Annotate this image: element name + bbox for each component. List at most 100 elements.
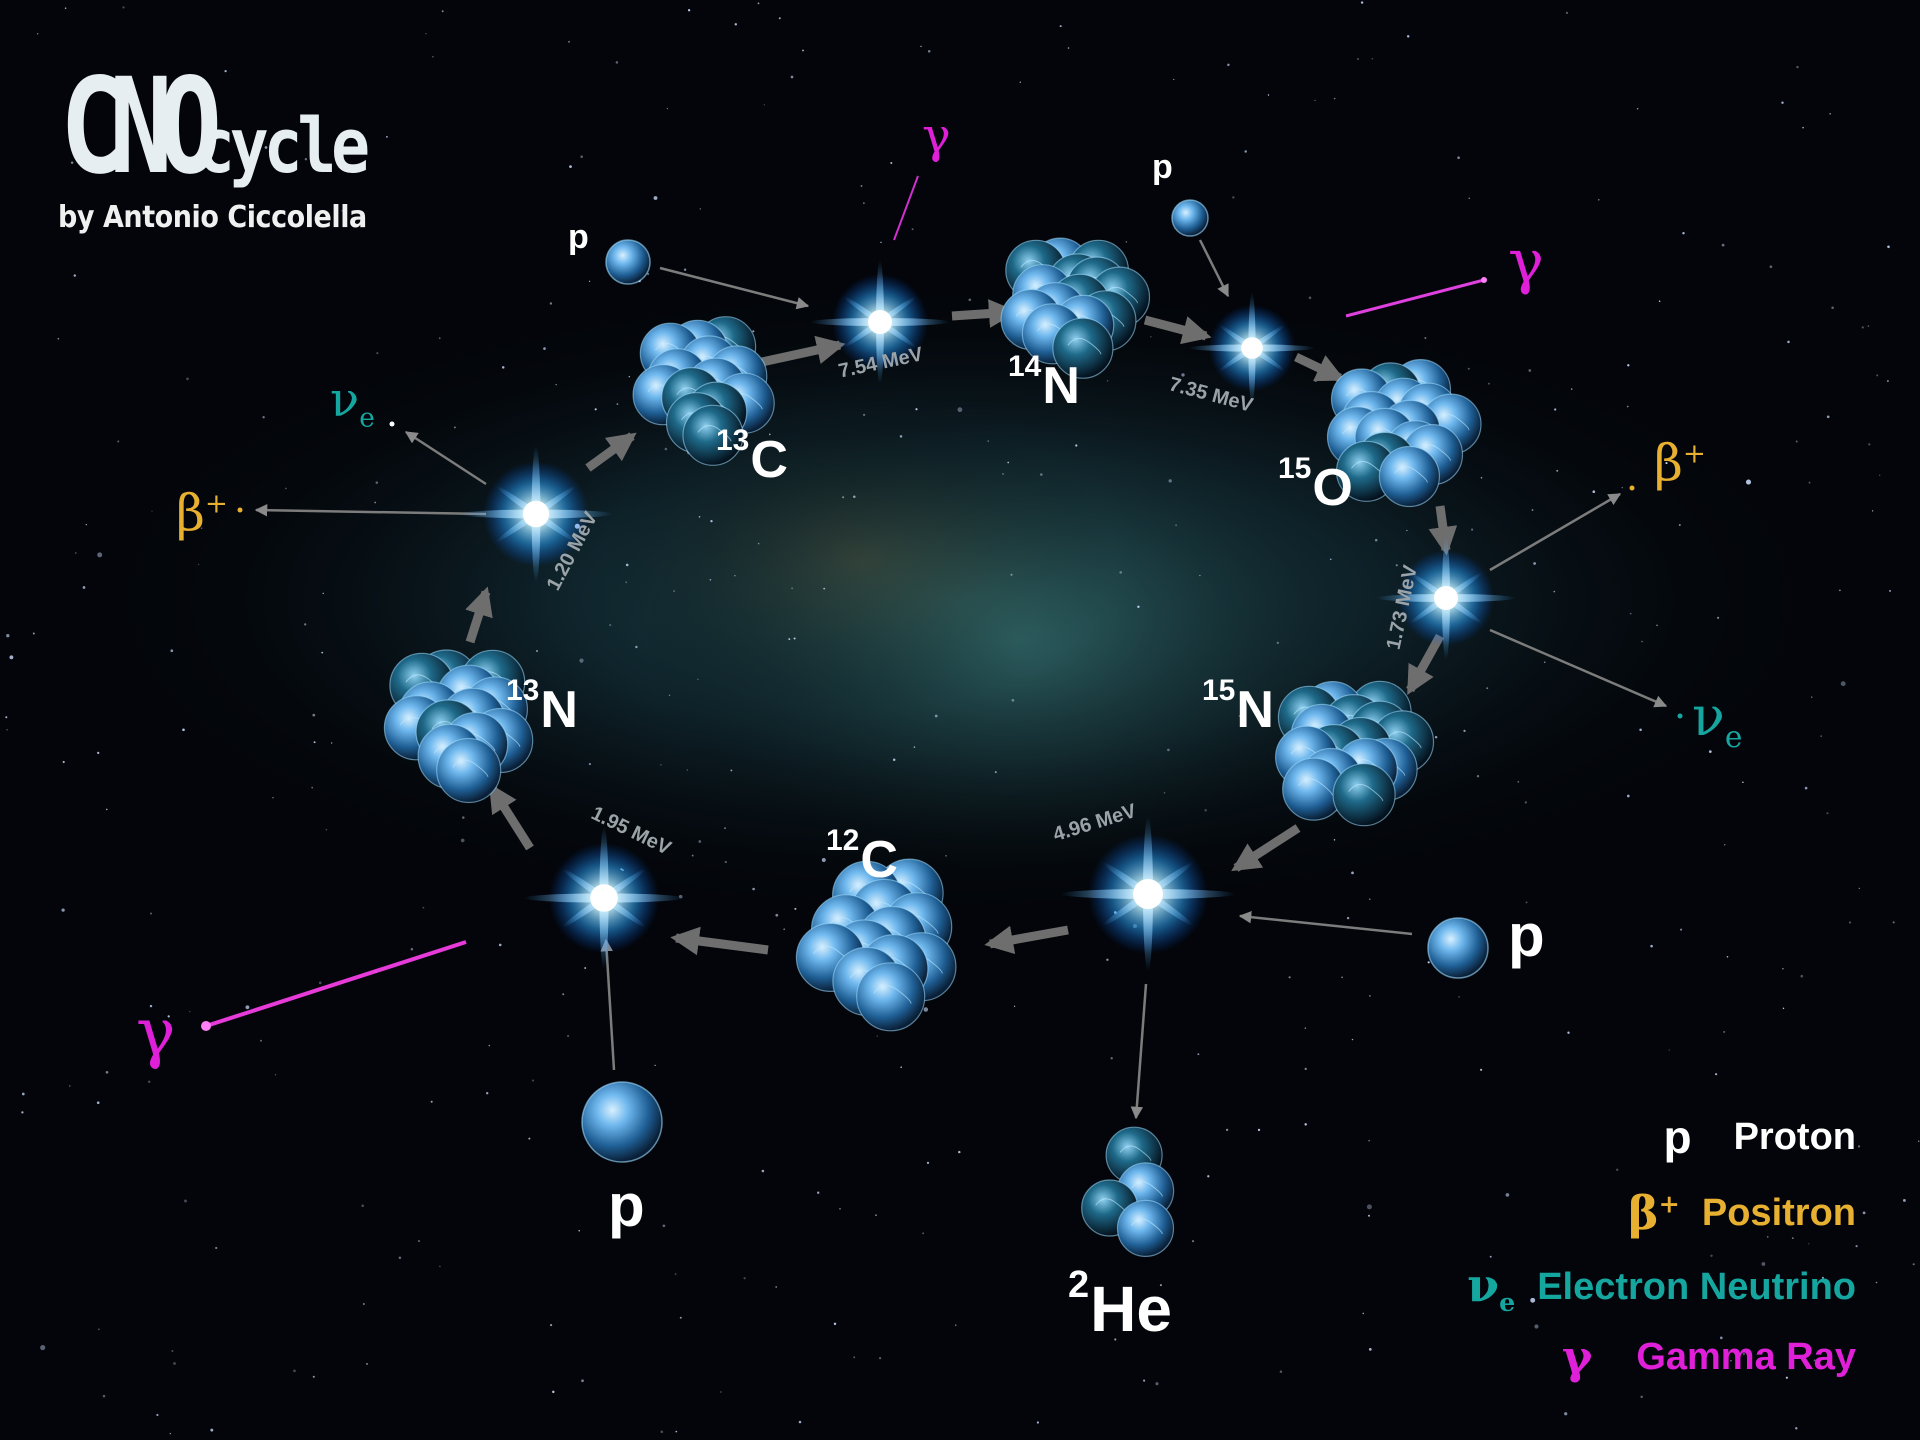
star [892,758,896,762]
star [654,1064,656,1067]
star [890,161,893,165]
star [1476,775,1480,778]
star [432,55,434,58]
star [264,146,268,149]
positron-symbol-2: β+ [1654,438,1706,488]
star [1368,1348,1372,1351]
arrow-flare5-to-n13 [488,783,534,851]
star [1855,1244,1858,1248]
star [1368,1140,1370,1142]
star [285,487,287,490]
star [1368,1214,1370,1217]
star [1304,1067,1307,1071]
isotope-label-n14: 14N [1008,350,1080,413]
nucleon-glint [1348,784,1384,802]
legend-item-positron: β+ Positron [1628,1186,1856,1240]
star [313,741,316,744]
star [699,208,701,210]
star [1125,241,1128,243]
star [875,1214,877,1216]
star [913,746,916,748]
star [915,408,918,411]
star [839,1207,841,1210]
star [686,769,689,771]
star [366,1362,368,1365]
star [1717,616,1720,619]
star [783,928,786,931]
star [97,751,100,755]
star [1362,1312,1365,1315]
star [709,578,712,581]
star [1106,958,1109,962]
star [579,658,584,663]
star [1886,379,1889,383]
star [1314,99,1316,102]
star [1665,462,1668,465]
nu-letter: ν [1467,1258,1500,1312]
star [128,213,132,216]
legend-symbol: β+ [1628,1186,1680,1240]
proton-label-3: p [1508,902,1545,969]
star [860,185,863,187]
star [1007,461,1010,464]
nebula-dust [600,410,1120,710]
legend-symbol: γ [1561,1330,1593,1384]
star [568,40,570,43]
legend-item-neutrino: νe Electron Neutrino [1467,1258,1856,1317]
gamma-ray-1 [893,175,919,241]
star [1517,781,1520,783]
star [625,563,629,567]
star [171,1349,174,1353]
star [674,1273,677,1275]
star [1813,1359,1816,1362]
star [1528,369,1532,372]
nucleon-glint [1067,337,1102,355]
star [1150,336,1152,338]
star [265,212,268,215]
star [1708,750,1712,753]
star [1871,510,1874,512]
nucleon [1116,1199,1175,1258]
star [691,854,694,857]
star [1330,558,1332,561]
star [791,587,793,590]
legend-symbol: νe [1467,1258,1515,1317]
isotope-mass: 14 [1008,350,1042,383]
star [698,516,701,518]
flare-7-35 [1189,292,1315,404]
star [662,1224,666,1228]
star [957,407,963,413]
star [1641,640,1643,643]
star [1821,1276,1824,1279]
flare-7-54 [810,260,950,384]
star [1796,65,1799,69]
star [70,161,74,164]
nucleon-glint [873,985,912,1004]
star [1811,696,1813,698]
star [1480,476,1483,479]
star [460,838,465,843]
star [1629,612,1632,615]
neutrino-symbol-2: νe [1692,690,1742,753]
nucleon-glint [1131,1181,1163,1197]
star [710,519,713,523]
star [1626,794,1630,798]
star [757,2,760,5]
star [580,155,583,158]
star [926,1161,930,1165]
star [775,1286,778,1288]
star [1197,1053,1200,1056]
star [679,1316,682,1319]
star [1726,956,1729,958]
star [1244,150,1247,153]
star [562,993,565,996]
star [994,771,997,774]
star [1682,231,1685,235]
gamma-ray-3-head [201,1021,211,1031]
star [398,1256,402,1260]
diagram-title: CNOcycle [60,50,395,204]
star [1787,340,1790,344]
arrow-flare4-to-c12 [984,925,1069,955]
star [1889,589,1891,592]
